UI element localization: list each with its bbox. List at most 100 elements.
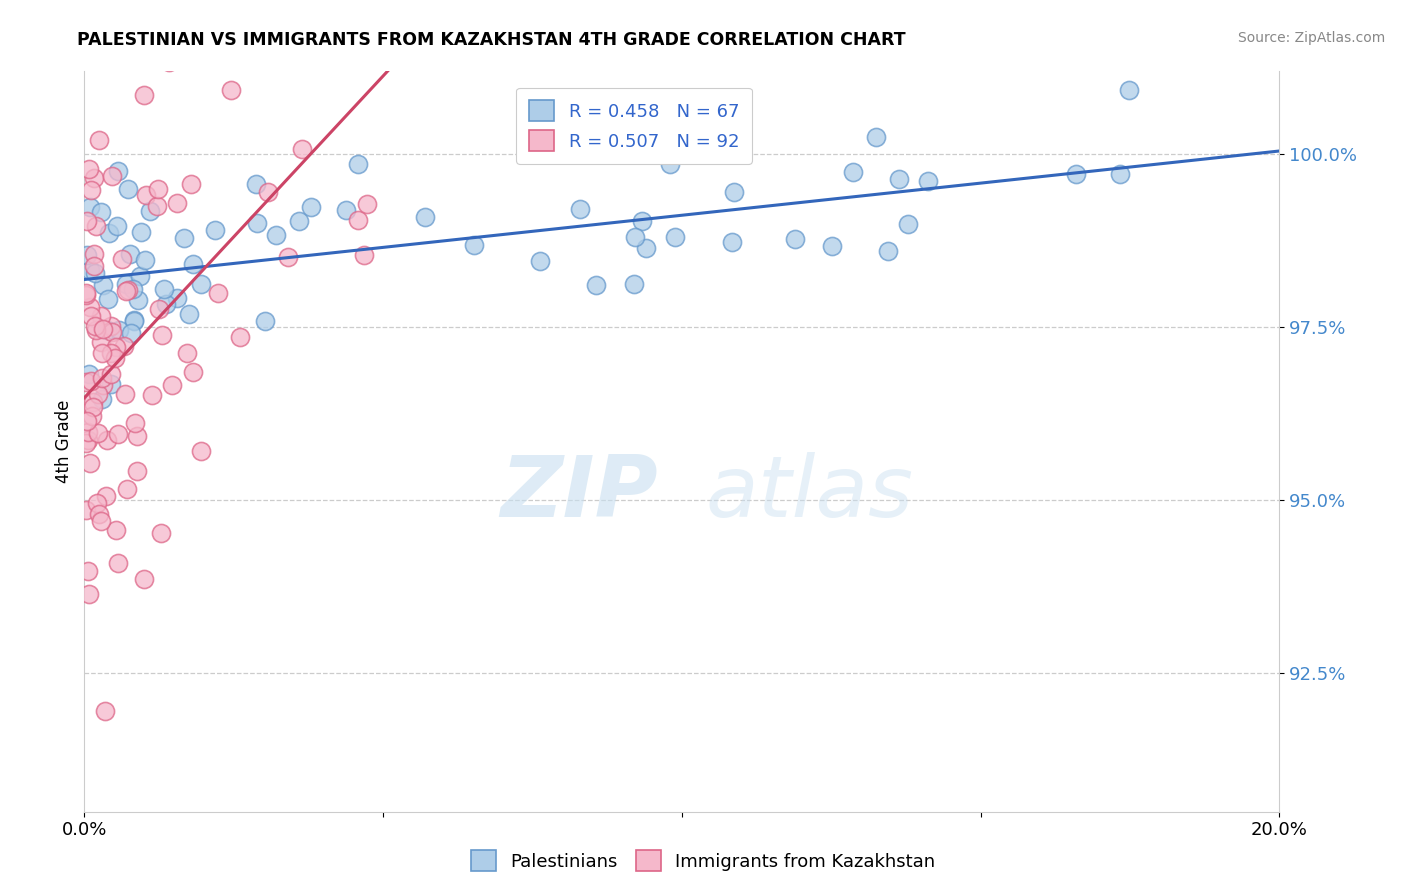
Point	[79, 262, 101, 277]
Point	[179, 307, 201, 321]
Point	[100, 376, 122, 391]
Point	[79, 200, 101, 214]
Point	[585, 277, 607, 292]
Point	[76, 248, 98, 262]
Point	[76, 425, 98, 439]
Point	[160, 377, 183, 392]
Point	[91, 277, 114, 292]
Point	[128, 269, 150, 284]
Point	[90, 514, 112, 528]
Point	[76, 564, 98, 578]
Point	[149, 526, 172, 541]
Point	[529, 254, 551, 268]
Point	[291, 24, 314, 38]
Text: atlas: atlas	[706, 452, 914, 535]
Point	[96, 292, 118, 306]
Point	[84, 318, 107, 333]
Point	[897, 217, 920, 231]
Point	[134, 87, 156, 102]
Point	[876, 244, 898, 259]
Point	[917, 174, 939, 188]
Point	[1118, 83, 1140, 97]
Point	[100, 40, 122, 54]
Point	[180, 178, 202, 192]
Point	[134, 253, 156, 268]
Point	[277, 250, 299, 264]
Point	[463, 238, 485, 252]
Point	[87, 426, 110, 441]
Point	[100, 346, 122, 360]
Point	[253, 314, 276, 328]
Point	[288, 214, 311, 228]
Point	[181, 366, 204, 380]
Point	[337, 0, 360, 6]
Point	[131, 226, 153, 240]
Point	[75, 436, 97, 450]
Point	[90, 334, 112, 349]
Point	[190, 277, 212, 291]
Point	[132, 572, 155, 586]
Point	[77, 587, 100, 601]
Point	[83, 247, 105, 261]
Point	[335, 202, 357, 217]
Point	[190, 444, 212, 458]
Point	[821, 239, 844, 253]
Point	[91, 322, 114, 336]
Point	[157, 54, 180, 69]
Point	[80, 374, 103, 388]
Point	[842, 165, 865, 179]
Point	[246, 216, 269, 230]
Point	[120, 326, 142, 340]
Point	[141, 388, 163, 402]
Point	[353, 248, 375, 262]
Point	[79, 309, 101, 323]
Point	[96, 433, 118, 447]
Point	[107, 426, 129, 441]
Point	[76, 214, 98, 228]
Point	[229, 330, 252, 344]
Point	[783, 231, 806, 245]
Point	[82, 409, 104, 424]
Point	[865, 130, 887, 145]
Point	[347, 212, 370, 227]
Point	[97, 226, 120, 240]
Point	[118, 247, 141, 261]
Point	[664, 230, 686, 244]
Point	[569, 202, 592, 217]
Point	[83, 259, 105, 273]
Point	[79, 300, 101, 314]
Point	[1064, 167, 1087, 181]
Point	[166, 195, 188, 210]
Point	[87, 508, 110, 522]
Point	[107, 323, 129, 337]
Legend: R = 0.458   N = 67, R = 0.507   N = 92: R = 0.458 N = 67, R = 0.507 N = 92	[516, 87, 752, 164]
Point	[83, 266, 105, 280]
Point	[79, 456, 101, 470]
Point	[107, 557, 129, 571]
Point	[723, 185, 745, 199]
Point	[145, 199, 167, 213]
Text: PALESTINIAN VS IMMIGRANTS FROM KAZAKHSTAN 4TH GRADE CORRELATION CHART: PALESTINIAN VS IMMIGRANTS FROM KAZAKHSTA…	[77, 31, 905, 49]
Point	[75, 503, 97, 517]
Point	[90, 392, 112, 407]
Y-axis label: 4th Grade: 4th Grade	[55, 400, 73, 483]
Point	[75, 375, 97, 389]
Point	[291, 142, 314, 156]
Point	[110, 252, 132, 266]
Point	[105, 219, 128, 234]
Point	[356, 197, 378, 211]
Point	[82, 400, 104, 414]
Point	[181, 257, 204, 271]
Point	[75, 286, 97, 301]
Point	[96, 323, 118, 337]
Point	[127, 293, 149, 307]
Point	[77, 434, 100, 448]
Point	[86, 496, 108, 510]
Point	[77, 161, 100, 176]
Point	[245, 177, 267, 191]
Point	[122, 312, 145, 326]
Point	[139, 204, 162, 219]
Point	[75, 288, 97, 302]
Point	[623, 277, 645, 291]
Point	[104, 340, 127, 354]
